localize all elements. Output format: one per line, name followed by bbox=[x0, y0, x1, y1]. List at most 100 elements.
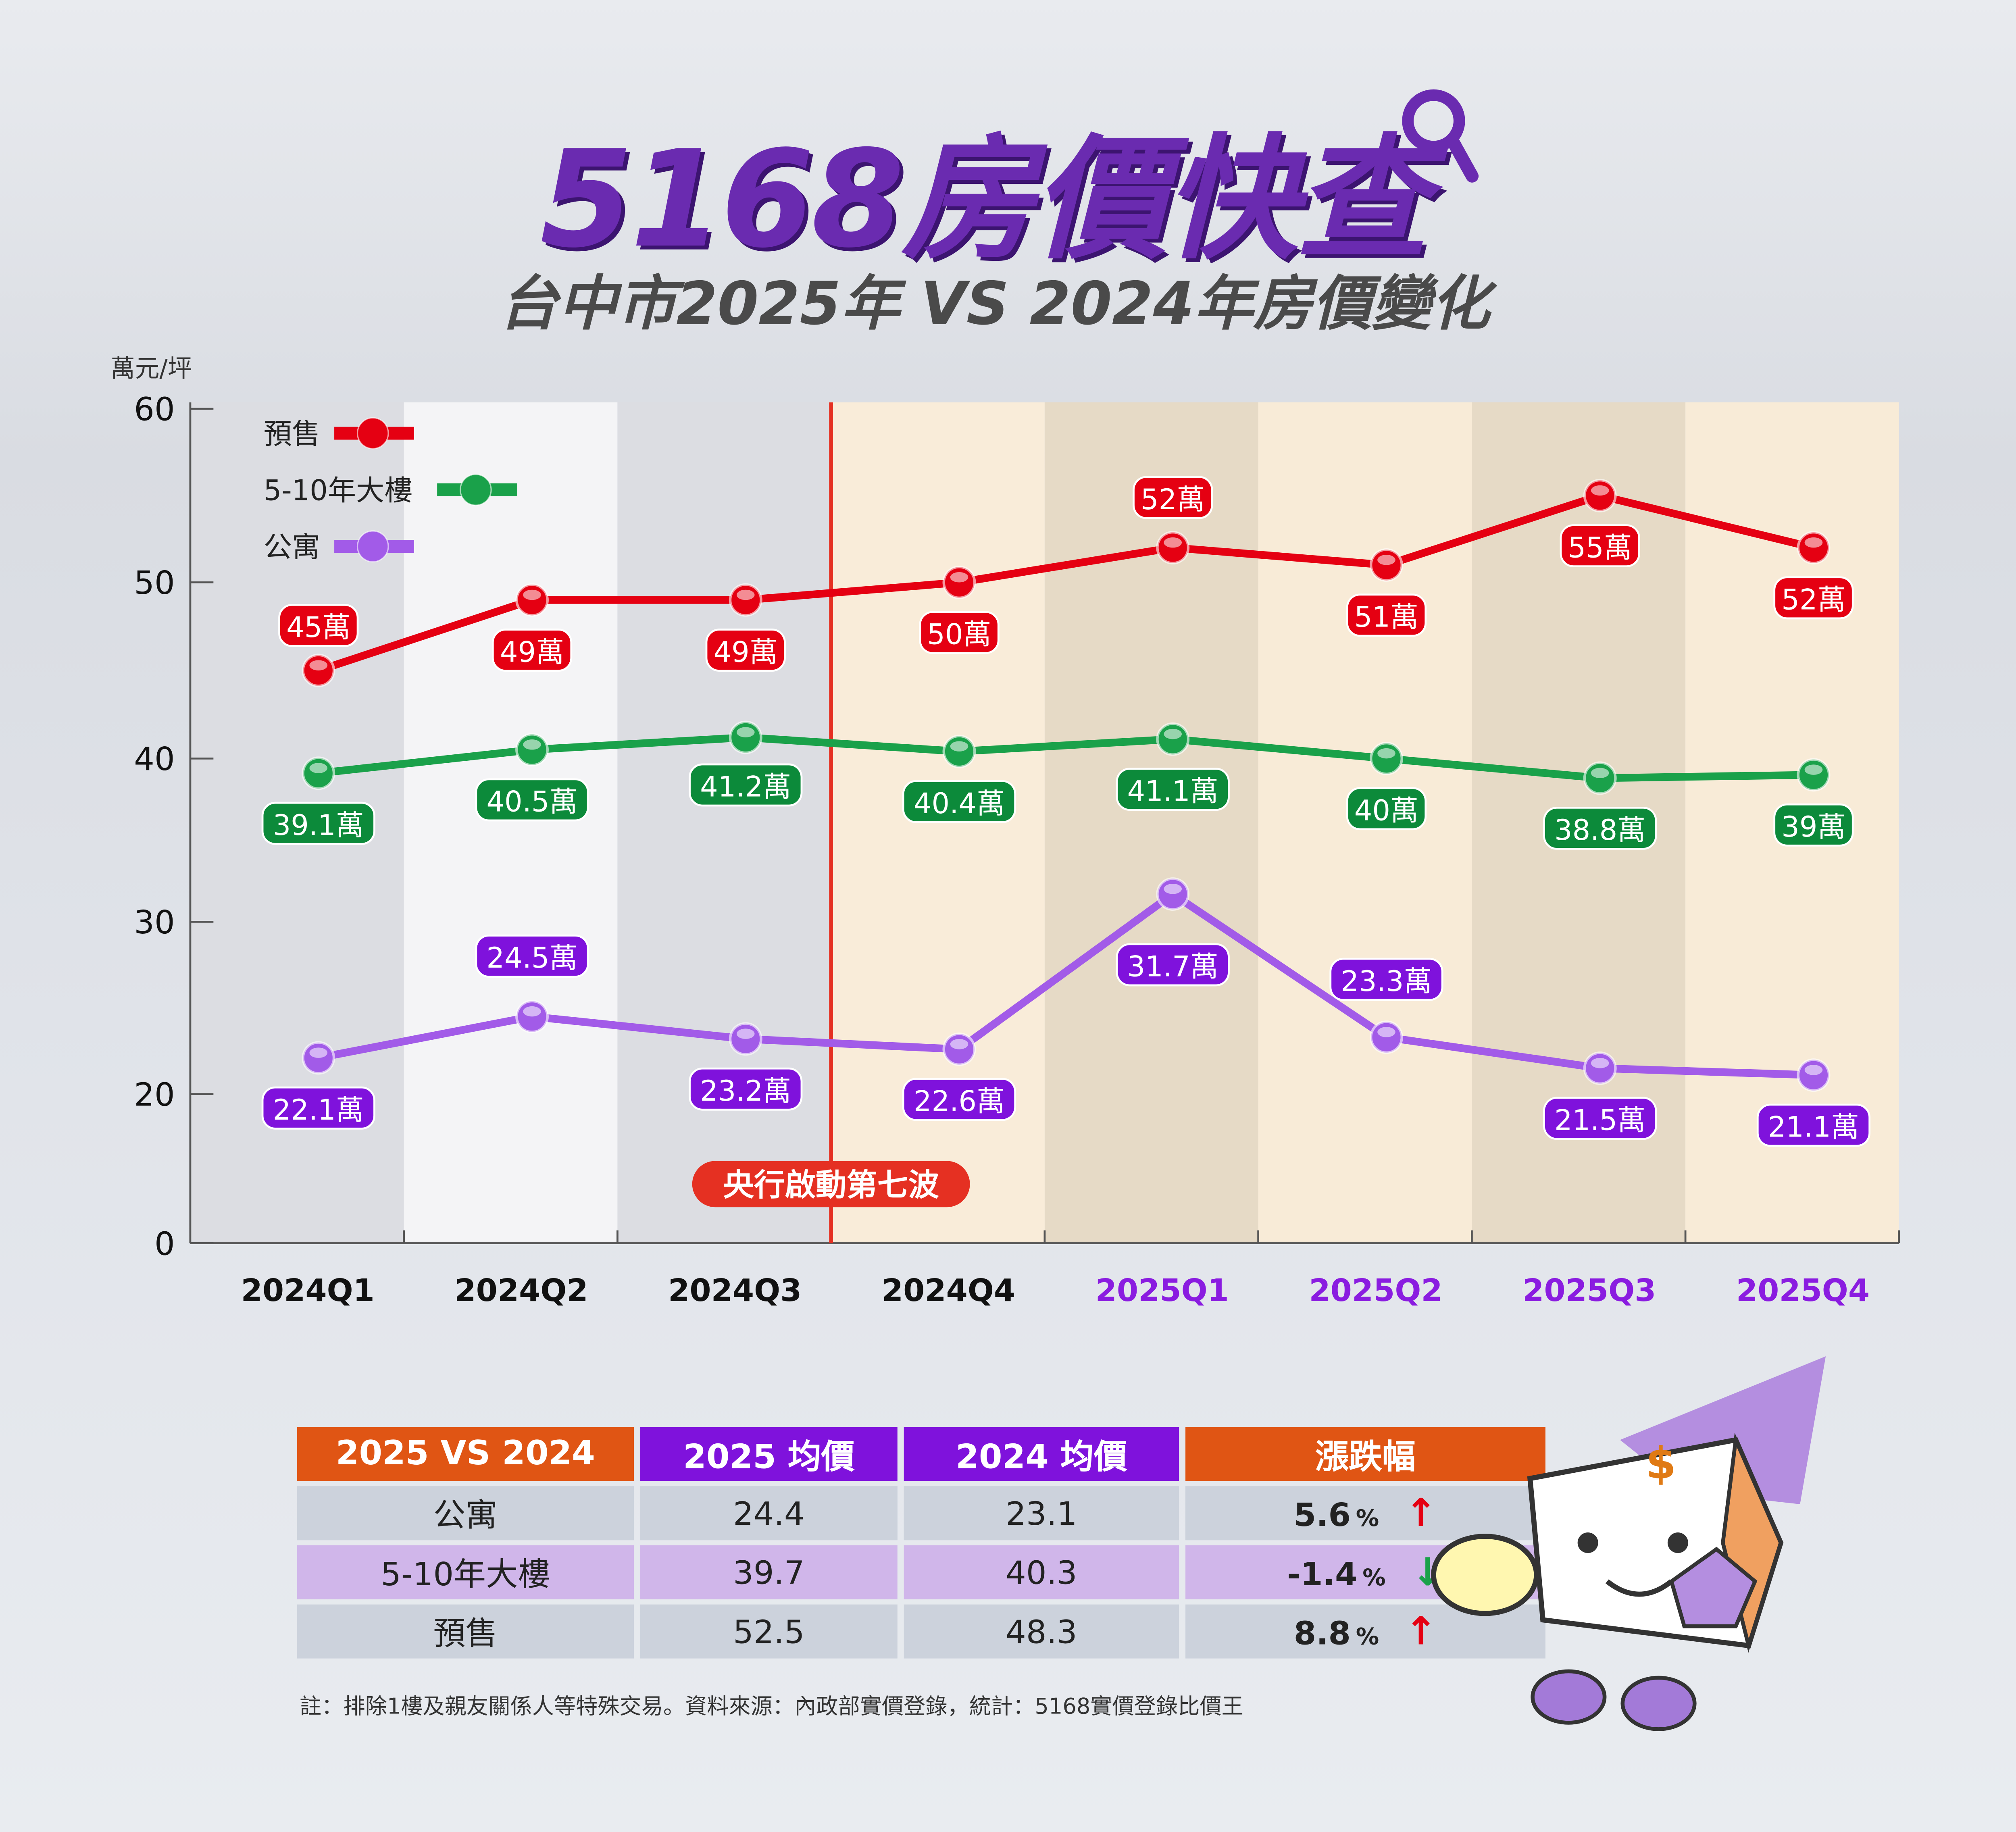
y-tick-label: 30 bbox=[134, 904, 175, 941]
data-point-highlight bbox=[1804, 1065, 1823, 1075]
x-tick-label: 2024Q4 bbox=[882, 1273, 1015, 1309]
data-label: 50萬 bbox=[927, 618, 991, 651]
footnote: 註：排除1樓及親友關係人等特殊交易。資料來源：內政部實價登錄，統計：5168實價… bbox=[299, 1694, 1243, 1720]
data-label: 41.2萬 bbox=[700, 770, 791, 804]
table-row: 5-10年大樓 39.7 40.3 -1.4% ↓ bbox=[297, 1545, 1545, 1599]
comparison-table: 2025 VS 2024 2025 均價 2024 均價 漲跌幅 公寓 24.4… bbox=[291, 1422, 1552, 1663]
price-2024-cell: 48.3 bbox=[904, 1604, 1179, 1659]
price-2024-cell: 40.3 bbox=[904, 1545, 1179, 1599]
data-label-badge bbox=[1756, 1103, 1871, 1147]
data-point-highlight bbox=[523, 589, 541, 600]
data-label-badge bbox=[492, 629, 573, 672]
data-label-badge bbox=[919, 611, 1000, 654]
type-cell: 5-10年大樓 bbox=[297, 1545, 634, 1599]
data-label: 23.2萬 bbox=[700, 1074, 791, 1108]
data-label-badge bbox=[1116, 943, 1230, 987]
data-point-highlight bbox=[950, 1039, 968, 1049]
x-tick-label: 2024Q3 bbox=[668, 1273, 802, 1309]
x-tick-label: 2025Q4 bbox=[1736, 1273, 1870, 1309]
data-label: 52萬 bbox=[1781, 583, 1845, 616]
table-header-row: 2025 VS 2024 2025 均價 2024 均價 漲跌幅 bbox=[297, 1427, 1545, 1481]
column-band bbox=[1044, 402, 1258, 1243]
legend-label: 5-10年大樓 bbox=[264, 474, 413, 507]
legend-marker bbox=[356, 417, 389, 450]
y-tick-label: 20 bbox=[134, 1076, 175, 1113]
data-label-badge bbox=[1543, 1097, 1657, 1140]
series-line bbox=[317, 491, 1815, 675]
data-point-highlight bbox=[1591, 768, 1609, 778]
data-point-highlight bbox=[1591, 1058, 1609, 1068]
brand-logo: 5168房價快查 bbox=[540, 121, 1429, 278]
magnifier-icon bbox=[1402, 89, 1479, 183]
data-point-highlight bbox=[1377, 554, 1395, 565]
y-tick-label: 60 bbox=[134, 391, 175, 428]
type-cell: 預售 bbox=[297, 1604, 634, 1659]
data-label: 49萬 bbox=[500, 635, 564, 668]
change-value: 8.8 bbox=[1293, 1614, 1351, 1652]
data-label: 45萬 bbox=[286, 611, 350, 644]
annotation-text: 央行啟動第七波 bbox=[723, 1168, 939, 1203]
header-cell: 2025 均價 bbox=[640, 1427, 898, 1481]
data-point-highlight bbox=[1164, 729, 1182, 739]
legend-label: 公寓 bbox=[264, 531, 320, 564]
change-cell: 5.6% ↑ bbox=[1185, 1486, 1545, 1541]
data-point bbox=[942, 1033, 976, 1066]
data-label: 39.1萬 bbox=[273, 809, 364, 842]
percent-unit: % bbox=[1356, 1623, 1379, 1650]
price-2025-cell: 52.5 bbox=[640, 1604, 898, 1659]
data-label-badge bbox=[1560, 524, 1640, 568]
x-tick-label: 2024Q2 bbox=[454, 1273, 588, 1309]
data-label-badge bbox=[278, 604, 359, 647]
x-tick-label: 2025Q3 bbox=[1522, 1273, 1656, 1309]
data-label-badge bbox=[1346, 593, 1427, 637]
header-cell: 2024 均價 bbox=[904, 1427, 1179, 1481]
data-label-badge bbox=[475, 778, 589, 822]
data-label: 31.7萬 bbox=[1127, 950, 1218, 983]
data-label-badge bbox=[1773, 803, 1854, 847]
column-band bbox=[404, 402, 618, 1243]
line-chart: 2024Q1 2024Q2 2024Q3 2024Q4 2025Q1 2025Q2 2025… bbox=[134, 391, 1900, 1309]
data-point bbox=[1583, 479, 1617, 512]
annotation-badge bbox=[692, 1161, 970, 1207]
data-label: 55萬 bbox=[1568, 531, 1632, 564]
change-value: 5.6 bbox=[1293, 1496, 1351, 1533]
data-label-badge bbox=[689, 763, 803, 807]
data-label-badge bbox=[705, 629, 786, 672]
price-2024-cell: 23.1 bbox=[904, 1486, 1179, 1541]
legend-marker bbox=[459, 474, 492, 506]
data-label-badge bbox=[1773, 576, 1854, 620]
data-point-highlight bbox=[1377, 1027, 1395, 1037]
y-tick-label: 40 bbox=[134, 740, 175, 778]
data-point-highlight bbox=[950, 572, 968, 583]
data-label: 52萬 bbox=[1141, 483, 1205, 516]
data-point-highlight bbox=[1804, 764, 1823, 775]
data-label: 21.5萬 bbox=[1554, 1104, 1645, 1137]
data-point-highlight bbox=[309, 1047, 328, 1058]
table-row: 公寓 24.4 23.1 5.6% ↑ bbox=[297, 1486, 1545, 1541]
data-label: 51萬 bbox=[1354, 601, 1418, 634]
arrow-up-icon: ↑ bbox=[1405, 1609, 1437, 1654]
header-cell: 漲跌幅 bbox=[1185, 1427, 1545, 1481]
x-tick-label: 2025Q2 bbox=[1309, 1273, 1442, 1309]
data-label-badge bbox=[1543, 806, 1657, 850]
data-label-badge bbox=[1133, 476, 1213, 519]
change-value: -1.4 bbox=[1287, 1555, 1358, 1593]
header-cell: 2025 VS 2024 bbox=[297, 1427, 634, 1481]
data-label-badge bbox=[902, 780, 1016, 823]
table-row: 預售 52.5 48.3 8.8% ↑ bbox=[297, 1604, 1545, 1659]
data-label: 38.8萬 bbox=[1554, 814, 1645, 847]
data-point-highlight bbox=[523, 739, 541, 750]
data-point-highlight bbox=[1377, 748, 1395, 759]
data-point bbox=[302, 756, 335, 790]
series-line bbox=[318, 733, 1814, 782]
price-2025-cell: 39.7 bbox=[640, 1545, 898, 1599]
data-label-badge bbox=[475, 935, 589, 978]
data-label-badge bbox=[261, 1086, 375, 1130]
svg-text:$: $ bbox=[1646, 1438, 1676, 1489]
percent-unit: % bbox=[1362, 1564, 1386, 1591]
data-label: 22.1萬 bbox=[273, 1093, 364, 1126]
data-label: 40.4萬 bbox=[914, 787, 1005, 820]
percent-unit: % bbox=[1356, 1505, 1379, 1532]
data-label-badge bbox=[902, 1078, 1016, 1121]
